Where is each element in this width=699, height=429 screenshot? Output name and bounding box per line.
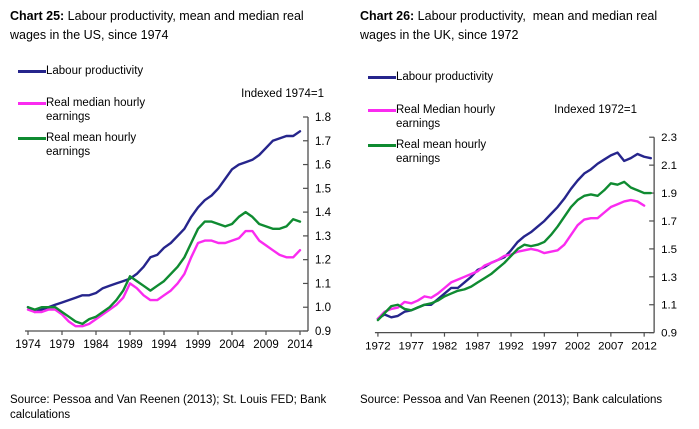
svg-text:1.9: 1.9	[661, 188, 677, 200]
svg-text:1.4: 1.4	[315, 207, 332, 219]
us-chart-number: Chart 25:	[10, 9, 65, 23]
svg-text:1.1: 1.1	[315, 278, 331, 290]
productivity-line-swatch	[18, 70, 46, 73]
svg-text:1.2: 1.2	[315, 255, 331, 267]
us-legend-label-mean: Real mean hourly earnings	[46, 132, 137, 158]
svg-text:1989: 1989	[117, 339, 143, 351]
svg-text:1999: 1999	[185, 339, 211, 351]
svg-text:1.8: 1.8	[315, 112, 331, 124]
us-legend-label-median: Real median hourly earnings	[46, 97, 146, 123]
uk-legend-item-median: Real Median hourly earnings	[368, 103, 504, 131]
svg-text:2009: 2009	[253, 339, 279, 351]
uk-chart-plot: 0.9 1.1 1.3 1.5 1.7 1.9 2.1 2.3 1972 1977 1982 1987…	[365, 132, 677, 353]
svg-text:1.5: 1.5	[661, 244, 677, 256]
svg-text:2004: 2004	[219, 339, 245, 351]
us-chart-title: Chart 25: Labour productivity, mean and …	[10, 7, 335, 45]
uk-legend-label-mean: Real mean hourly earnings	[396, 139, 487, 165]
svg-text:1997: 1997	[532, 341, 557, 353]
uk-chart-title-text: Labour productivity, mean and median rea…	[360, 9, 661, 42]
svg-text:2007: 2007	[598, 341, 623, 353]
svg-text:1.1: 1.1	[661, 300, 677, 312]
productivity-line-swatch	[368, 76, 396, 79]
uk-legend-label-productivity: Labour productivity	[396, 71, 494, 83]
svg-text:2.1: 2.1	[661, 160, 677, 172]
svg-text:1.7: 1.7	[315, 136, 331, 148]
us-chart-plot: 0.9 1.0 1.1 1.2 1.3 1.4 1.5 1.6 1.7 1.8 1974 1979 19…	[15, 112, 332, 351]
svg-text:1977: 1977	[398, 341, 423, 353]
chart-panel-us: 0.9 1.0 1.1 1.2 1.3 1.4 1.5 1.6 1.7 1.8 1974 1979 19…	[10, 7, 335, 421]
us-index-note: Indexed 1974=1	[241, 88, 324, 100]
svg-text:0.9: 0.9	[315, 326, 331, 338]
svg-text:1972: 1972	[365, 341, 390, 353]
svg-text:1.0: 1.0	[315, 302, 331, 314]
svg-text:1987: 1987	[465, 341, 490, 353]
svg-text:2012: 2012	[631, 341, 656, 353]
us-source-note: Source: Pessoa and Van Reenen (2013); St…	[10, 394, 327, 421]
median-line-swatch	[18, 102, 46, 105]
svg-text:1974: 1974	[15, 339, 41, 351]
us-legend-item-productivity: Labour productivity	[18, 64, 154, 78]
svg-text:1.3: 1.3	[661, 272, 677, 284]
us-legend-label-productivity: Labour productivity	[46, 65, 144, 77]
uk-index-note: Indexed 1972=1	[554, 104, 637, 116]
mean-line-swatch	[18, 137, 46, 140]
svg-text:1.5: 1.5	[315, 183, 331, 195]
uk-chart-title: Chart 26: Labour productivity, mean and …	[360, 7, 685, 45]
uk-legend-item-mean: Real mean hourly earnings	[368, 138, 504, 166]
svg-text:1.7: 1.7	[661, 216, 677, 228]
svg-text:1992: 1992	[498, 341, 523, 353]
mean-line-swatch	[368, 144, 396, 147]
svg-text:2.3: 2.3	[661, 132, 677, 144]
uk-source-note: Source: Pessoa and Van Reenen (2013); Ba…	[360, 394, 663, 406]
us-legend-item-median: Real median hourly earnings	[18, 96, 154, 124]
svg-text:0.9: 0.9	[661, 328, 677, 340]
svg-text:2014: 2014	[287, 339, 313, 351]
svg-text:2002: 2002	[565, 341, 590, 353]
us-legend-item-mean: Real mean hourly earnings	[18, 131, 154, 159]
svg-text:1994: 1994	[151, 339, 177, 351]
uk-chart-number: Chart 26:	[360, 9, 415, 23]
uk-legend-label-median: Real Median hourly earnings	[396, 104, 496, 130]
svg-text:1979: 1979	[49, 339, 75, 351]
svg-text:1982: 1982	[432, 341, 457, 353]
uk-legend-item-productivity: Labour productivity	[368, 70, 504, 84]
median-line-swatch	[368, 109, 396, 112]
svg-text:1.3: 1.3	[315, 231, 331, 243]
chart-panel-uk: 0.9 1.1 1.3 1.5 1.7 1.9 2.1 2.3 1972 1977 1982 1987…	[350, 0, 699, 429]
us-chart-title-text: Labour productivity, mean and median rea…	[10, 9, 308, 42]
svg-text:1.6: 1.6	[315, 160, 331, 172]
svg-text:1984: 1984	[83, 339, 109, 351]
